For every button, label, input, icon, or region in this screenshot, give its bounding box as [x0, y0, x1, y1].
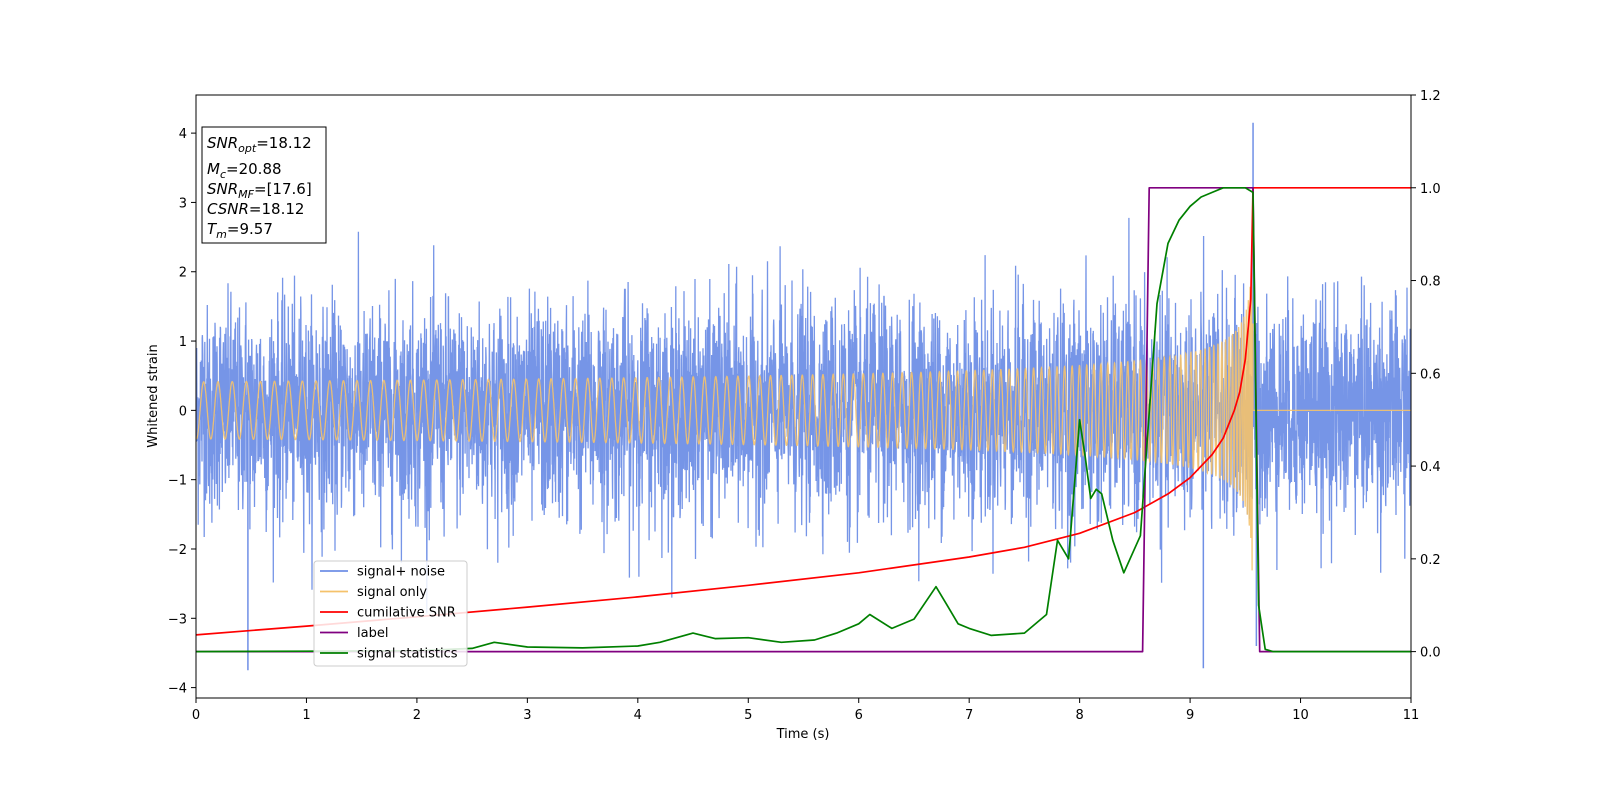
- y-tick-label: 0: [179, 404, 187, 419]
- y-tick-label: −1: [168, 474, 187, 489]
- y-axis-title: Whitened strain: [146, 344, 161, 447]
- plot-frame: [195, 94, 1412, 699]
- x-axis-title: Time (s): [776, 727, 830, 742]
- series-cumulative-snr-line: [196, 186, 1411, 636]
- x-tick-label: 1: [302, 708, 310, 723]
- legend-item-signal-only-label: signal only: [357, 585, 427, 600]
- y2-tick-label: 0.6: [1420, 367, 1441, 382]
- annotation-line: SNRMF=[17.6]: [207, 180, 312, 201]
- legend-item-signal-statistics-label: signal statistics: [357, 647, 458, 662]
- x-tick-label: 11: [1403, 708, 1420, 723]
- x-tick-label: 6: [855, 708, 863, 723]
- y-tick-label: 1: [179, 335, 187, 350]
- annotation-frame: [201, 126, 327, 244]
- y-tick-label: −2: [168, 543, 187, 558]
- x-tick-label: 9: [1186, 708, 1194, 723]
- axes: 0 1 2 3 4 5 6 7 8 9 10 11 −4 −3 −2 −1 0 1 2 3 4 0.0 0.2 0.4 0.6 0…: [168, 89, 1441, 723]
- y2-tick-label: 1.2: [1420, 89, 1441, 104]
- legend-item-label-label: label: [357, 626, 388, 641]
- x-tick-label: 4: [634, 708, 642, 723]
- y-tick-label: −4: [168, 682, 187, 697]
- y2-tick-label: 0.8: [1420, 275, 1441, 290]
- y-tick-label: 3: [179, 196, 187, 211]
- x-tick-label: 0: [192, 708, 200, 723]
- x-tick-label: 8: [1075, 708, 1083, 723]
- x-tick-label: 5: [744, 708, 752, 723]
- series-signal-statistics-line: [196, 186, 1411, 653]
- legend-item-signal-noise-label: signal+ noise: [357, 565, 445, 580]
- annotation-line: SNRopt=18.12: [207, 134, 312, 155]
- x-tick-label: 10: [1292, 708, 1309, 723]
- x-tick-label: 3: [523, 708, 531, 723]
- legend-item-cumulative-snr-label: cumilative SNR: [357, 606, 456, 621]
- plot-area: [196, 122, 1411, 671]
- x-tick-label: 7: [965, 708, 973, 723]
- series-signal-only-line: [196, 272, 1411, 571]
- y2-tick-label: 0.4: [1420, 460, 1441, 475]
- y2-tick-label: 0.0: [1420, 646, 1441, 661]
- y-tick-label: −3: [168, 612, 187, 627]
- annotation-line: Mc=20.88: [207, 160, 282, 181]
- y2-tick-label: 0.2: [1420, 553, 1441, 568]
- legend-frame: [313, 560, 468, 667]
- annotation-line: CSNR=18.12: [207, 200, 304, 218]
- stats-annotation-box: SNRopt=18.12 Mc=20.88SNRMF=[17.6]CSNR=18.…: [201, 126, 327, 244]
- y-tick-label: 2: [179, 266, 187, 281]
- annotation-line: Tm=9.57: [207, 220, 273, 241]
- y2-tick-label: 1.0: [1420, 182, 1441, 197]
- legend: signal+ noise signal only cumilative SNR la…: [313, 560, 468, 667]
- x-tick-label: 2: [413, 708, 421, 723]
- y-tick-label: 4: [179, 127, 187, 142]
